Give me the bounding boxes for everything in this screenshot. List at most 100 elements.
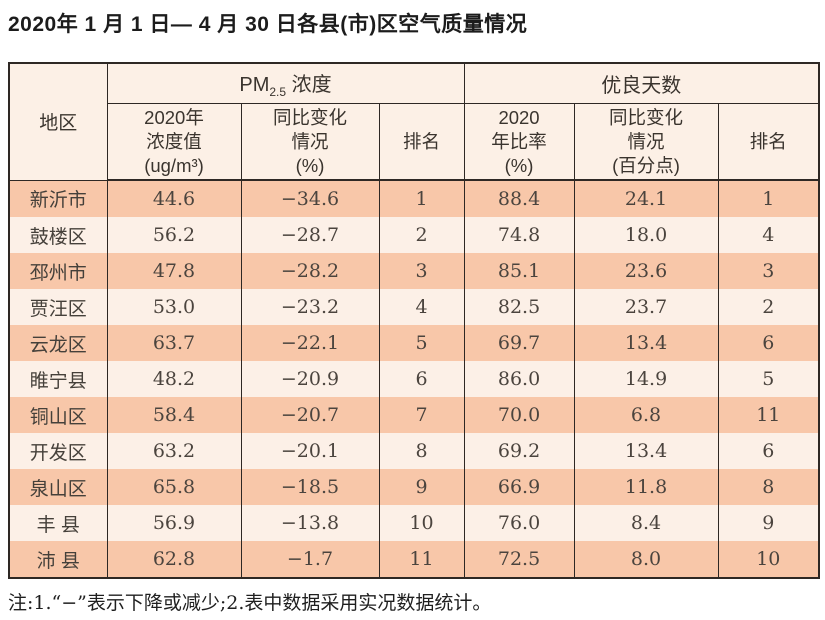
- cell-pm-value: 53.0: [106, 289, 242, 325]
- cell-gd-change: 13.4: [573, 433, 719, 469]
- cell-gd-rank: 6: [717, 433, 820, 469]
- cell-gd-rank: 10: [717, 541, 820, 578]
- cell-gd-ratio: 69.7: [463, 325, 575, 361]
- cell-gd-rank: 4: [717, 217, 820, 253]
- cell-region: 新沂市: [8, 180, 108, 217]
- col-header-gd-rank: 排名: [717, 103, 820, 181]
- cell-gd-rank: 9: [717, 505, 820, 541]
- cell-pm-value: 63.7: [106, 325, 242, 361]
- cell-pm-value: 44.6: [106, 180, 242, 217]
- cell-gd-ratio: 85.1: [463, 253, 575, 289]
- cell-region: 开发区: [8, 433, 108, 469]
- table-row: 沛 县 62.8 −1.7 11 72.5 8.0 10: [8, 541, 820, 578]
- col-header-pm-rank: 排名: [378, 103, 465, 181]
- cell-gd-rank: 1: [717, 180, 820, 217]
- cell-gd-ratio: 70.0: [463, 397, 575, 433]
- table-row: 鼓楼区 56.2 −28.7 2 74.8 18.0 4: [8, 217, 820, 253]
- cell-pm-value: 58.4: [106, 397, 242, 433]
- col-header-gd-ratio: 2020 年比率 (%): [463, 103, 575, 181]
- cell-pm-change: −28.7: [240, 217, 380, 253]
- cell-gd-change: 18.0: [573, 217, 719, 253]
- cell-region: 铜山区: [8, 397, 108, 433]
- air-quality-table: 地区 PM2.5 浓度 优良天数 2020年 浓度值 (ug/m³) 同比变化 …: [8, 62, 821, 579]
- pm25-label-prefix: PM: [239, 74, 270, 96]
- cell-pm-value: 48.2: [106, 361, 242, 397]
- col-header-gd-change: 同比变化 情况 (百分点): [573, 103, 719, 181]
- cell-pm-change: −22.1: [240, 325, 380, 361]
- group-header-good-days: 优良天数: [463, 63, 820, 104]
- cell-pm-change: −28.2: [240, 253, 380, 289]
- cell-pm-change: −20.1: [240, 433, 380, 469]
- table-row: 邳州市 47.8 −28.2 3 85.1 23.6 3: [8, 253, 820, 289]
- cell-gd-ratio: 72.5: [463, 541, 575, 578]
- col-header-pm-value: 2020年 浓度值 (ug/m³): [106, 103, 242, 181]
- cell-gd-rank: 3: [717, 253, 820, 289]
- cell-pm-value: 56.9: [106, 505, 242, 541]
- table-body: 新沂市 44.6 −34.6 1 88.4 24.1 1 鼓楼区 56.2 −2…: [8, 180, 820, 578]
- table-row: 泉山区 65.8 −18.5 9 66.9 11.8 8: [8, 469, 820, 505]
- cell-gd-change: 6.8: [573, 397, 719, 433]
- cell-pm-change: −20.9: [240, 361, 380, 397]
- cell-region: 睢宁县: [8, 361, 108, 397]
- cell-gd-rank: 2: [717, 289, 820, 325]
- page-title: 2020年 1 月 1 日— 4 月 30 日各县(市)区空气质量情况: [8, 13, 528, 36]
- cell-pm-change: −13.8: [240, 505, 380, 541]
- cell-gd-change: 8.0: [573, 541, 719, 578]
- cell-gd-ratio: 76.0: [463, 505, 575, 541]
- cell-pm-change: −23.2: [240, 289, 380, 325]
- footnote: 注:1.“−”表示下降或减少;2.表中数据采用实况数据统计。: [8, 592, 492, 614]
- cell-region: 邳州市: [8, 253, 108, 289]
- cell-pm-change: −18.5: [240, 469, 380, 505]
- cell-pm-value: 65.8: [106, 469, 242, 505]
- table-row: 睢宁县 48.2 −20.9 6 86.0 14.9 5: [8, 361, 820, 397]
- cell-pm-rank: 4: [378, 289, 465, 325]
- col-header-pm-change: 同比变化 情况 (%): [240, 103, 380, 181]
- table-row: 铜山区 58.4 −20.7 7 70.0 6.8 11: [8, 397, 820, 433]
- group-header-pm25: PM2.5 浓度: [106, 63, 465, 104]
- cell-pm-rank: 8: [378, 433, 465, 469]
- cell-region: 鼓楼区: [8, 217, 108, 253]
- table-row: 丰 县 56.9 −13.8 10 76.0 8.4 9: [8, 505, 820, 541]
- cell-gd-ratio: 66.9: [463, 469, 575, 505]
- cell-gd-ratio: 82.5: [463, 289, 575, 325]
- cell-region: 云龙区: [8, 325, 108, 361]
- cell-pm-rank: 1: [378, 180, 465, 217]
- cell-pm-rank: 10: [378, 505, 465, 541]
- table-header: 地区 PM2.5 浓度 优良天数 2020年 浓度值 (ug/m³) 同比变化 …: [8, 63, 820, 181]
- cell-gd-ratio: 74.8: [463, 217, 575, 253]
- header-sub-row: 2020年 浓度值 (ug/m³) 同比变化 情况 (%) 排名 2020 年比…: [9, 103, 820, 181]
- cell-pm-value: 63.2: [106, 433, 242, 469]
- cell-gd-ratio: 86.0: [463, 361, 575, 397]
- cell-pm-rank: 9: [378, 469, 465, 505]
- cell-region: 沛 县: [8, 541, 108, 578]
- cell-pm-change: −20.7: [240, 397, 380, 433]
- cell-gd-rank: 5: [717, 361, 820, 397]
- cell-gd-rank: 6: [717, 325, 820, 361]
- cell-region: 丰 县: [8, 505, 108, 541]
- cell-gd-change: 23.7: [573, 289, 719, 325]
- cell-pm-value: 47.8: [106, 253, 242, 289]
- cell-gd-change: 23.6: [573, 253, 719, 289]
- cell-region: 贾汪区: [8, 289, 108, 325]
- cell-gd-rank: 11: [717, 397, 820, 433]
- cell-pm-rank: 2: [378, 217, 465, 253]
- cell-pm-rank: 6: [378, 361, 465, 397]
- cell-pm-rank: 7: [378, 397, 465, 433]
- cell-pm-value: 56.2: [106, 217, 242, 253]
- cell-pm-value: 62.8: [106, 541, 242, 578]
- cell-pm-change: −34.6: [240, 180, 380, 217]
- cell-gd-change: 13.4: [573, 325, 719, 361]
- table-row: 云龙区 63.7 −22.1 5 69.7 13.4 6: [8, 325, 820, 361]
- cell-gd-ratio: 88.4: [463, 180, 575, 217]
- table-row: 新沂市 44.6 −34.6 1 88.4 24.1 1: [8, 180, 820, 217]
- cell-gd-change: 11.8: [573, 469, 719, 505]
- header-group-row: 地区 PM2.5 浓度 优良天数: [8, 63, 820, 181]
- cell-gd-rank: 8: [717, 469, 820, 505]
- table-row: 开发区 63.2 −20.1 8 69.2 13.4 6: [8, 433, 820, 469]
- cell-gd-change: 8.4: [573, 505, 719, 541]
- cell-pm-rank: 3: [378, 253, 465, 289]
- col-header-region: 地区: [8, 63, 108, 181]
- table-row: 贾汪区 53.0 −23.2 4 82.5 23.7 2: [8, 289, 820, 325]
- cell-pm-rank: 11: [378, 541, 465, 578]
